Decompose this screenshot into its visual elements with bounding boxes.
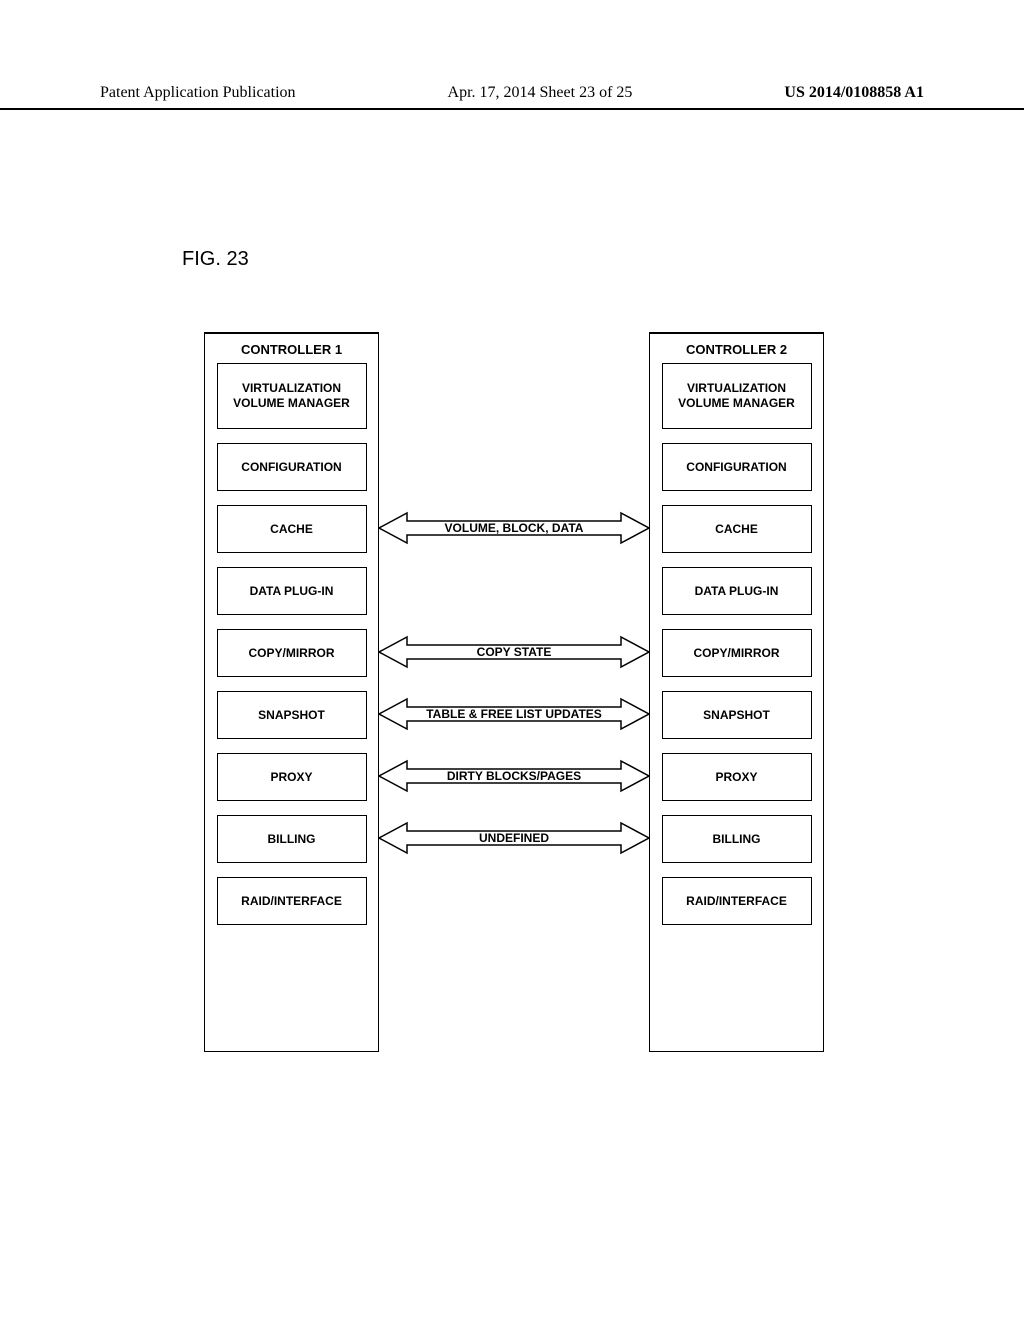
connection-arrow: UNDEFINED: [379, 817, 649, 859]
header-right: US 2014/0108858 A1: [784, 84, 924, 102]
module-proxy-l: PROXY: [217, 753, 367, 801]
module-virtualization-r: VIRTUALIZATION VOLUME MANAGER: [662, 363, 812, 429]
module-proxy-r: PROXY: [662, 753, 812, 801]
figure-label: FIG. 23: [182, 248, 249, 271]
module-configuration-r: CONFIGURATION: [662, 443, 812, 491]
controller-2-title: CONTROLLER 2: [686, 334, 787, 363]
module-copymirror-r: COPY/MIRROR: [662, 629, 812, 677]
arrows-layer: VOLUME, BLOCK, DATA COPY STATE TABLE & F…: [379, 332, 649, 1052]
diagram-container: CONTROLLER 1 VIRTUALIZATION VOLUME MANAG…: [204, 332, 824, 1052]
controller-1: CONTROLLER 1 VIRTUALIZATION VOLUME MANAG…: [204, 332, 379, 1052]
connection-label: VOLUME, BLOCK, DATA: [441, 521, 588, 535]
controller-1-title: CONTROLLER 1: [241, 334, 342, 363]
connection-arrow: DIRTY BLOCKS/PAGES: [379, 755, 649, 797]
module-cache-l: CACHE: [217, 505, 367, 553]
connection-arrow: TABLE & FREE LIST UPDATES: [379, 693, 649, 735]
module-billing-l: BILLING: [217, 815, 367, 863]
connection-label: COPY STATE: [473, 645, 556, 659]
connection-arrow: COPY STATE: [379, 631, 649, 673]
module-cache-r: CACHE: [662, 505, 812, 553]
header-left: Patent Application Publication: [100, 84, 296, 102]
connection-label: TABLE & FREE LIST UPDATES: [422, 707, 606, 721]
module-copymirror-l: COPY/MIRROR: [217, 629, 367, 677]
module-dataplugin-l: DATA PLUG-IN: [217, 567, 367, 615]
connection-label: DIRTY BLOCKS/PAGES: [443, 769, 585, 783]
module-raid-r: RAID/INTERFACE: [662, 877, 812, 925]
page-header: Patent Application Publication Apr. 17, …: [0, 84, 1024, 110]
module-billing-r: BILLING: [662, 815, 812, 863]
module-virtualization-l: VIRTUALIZATION VOLUME MANAGER: [217, 363, 367, 429]
module-raid-l: RAID/INTERFACE: [217, 877, 367, 925]
module-snapshot-r: SNAPSHOT: [662, 691, 812, 739]
connection-arrow: VOLUME, BLOCK, DATA: [379, 507, 649, 549]
module-dataplugin-r: DATA PLUG-IN: [662, 567, 812, 615]
controller-2: CONTROLLER 2 VIRTUALIZATION VOLUME MANAG…: [649, 332, 824, 1052]
header-middle: Apr. 17, 2014 Sheet 23 of 25: [448, 84, 633, 102]
connection-label: UNDEFINED: [475, 831, 553, 845]
module-configuration-l: CONFIGURATION: [217, 443, 367, 491]
module-snapshot-l: SNAPSHOT: [217, 691, 367, 739]
